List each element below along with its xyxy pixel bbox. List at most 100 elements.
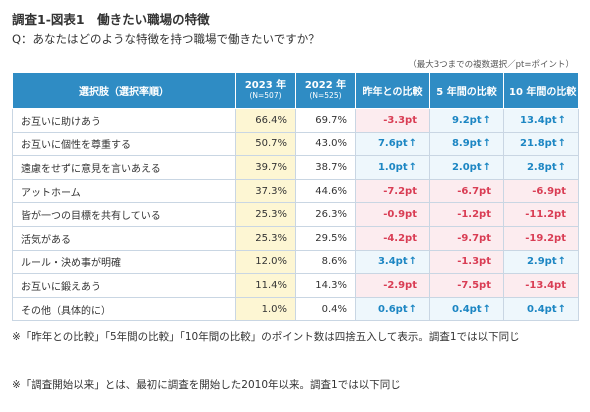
compare-ten-value: 13.4pt — [519, 114, 557, 126]
compare-ten-value: -19.2pt — [525, 232, 566, 244]
compare-yoy: 3.4pt↑ — [355, 249, 430, 275]
value-2023: 25.3% — [235, 225, 296, 251]
value-2022-value: 14.3% — [315, 279, 347, 291]
choice-label: 活気がある — [12, 225, 236, 251]
value-2023: 11.4% — [235, 273, 296, 298]
compare-five-value: -9.7pt — [457, 232, 491, 244]
compare-five: -9.7pt — [429, 225, 504, 251]
up-arrow-icon: ↑ — [482, 303, 491, 315]
compare-yoy: -7.2pt — [355, 178, 430, 204]
choice-label-value: 活気がある — [21, 234, 71, 246]
survey-question: Q：あなたはどのような特徴を持つ職場で働きたいですか？ — [12, 32, 320, 46]
compare-ten-value: -6.9pt — [532, 185, 566, 197]
compare-yoy: -2.9pt — [355, 273, 430, 298]
header-2022: 2022 年 (N=525) — [295, 72, 356, 109]
compare-five-value: 2.0pt — [451, 161, 482, 173]
up-arrow-icon: ↑ — [408, 303, 417, 315]
compare-five: 9.2pt↑ — [429, 108, 504, 133]
value-2023-value: 25.3% — [255, 209, 287, 221]
compare-five: 2.0pt↑ — [429, 155, 504, 180]
value-2023: 37.3% — [235, 178, 296, 204]
table-row: お互いに個性を尊重する 50.7% 43.0% 7.6pt↑ 8.9pt↑ 21.8pt↑ — [12, 131, 579, 157]
up-arrow-icon: ↑ — [557, 161, 566, 173]
compare-yoy-value: 0.6pt — [377, 303, 408, 315]
up-arrow-icon: ↑ — [482, 138, 491, 150]
value-2022: 44.6% — [295, 178, 356, 204]
header-yoy: 昨年との比較 — [355, 72, 430, 109]
value-2023: 66.4% — [235, 108, 296, 133]
compare-five-value: 9.2pt — [451, 114, 482, 126]
choice-label: 皆が一つの目標を共有している — [12, 202, 236, 227]
value-2022: 69.7% — [295, 108, 356, 133]
compare-five-value: -1.3pt — [457, 256, 491, 268]
selection-note: （最大3つまでの複数選択／pt=ポイント） — [408, 60, 574, 70]
compare-ten-value: 21.8pt — [519, 138, 557, 150]
table-row: お互いに鍛えあう 11.4% 14.3% -2.9pt -7.5pt -13.4pt — [12, 273, 579, 298]
compare-ten: 21.8pt↑ — [503, 131, 579, 157]
up-arrow-icon: ↑ — [557, 138, 566, 150]
value-2023-value: 39.7% — [255, 161, 287, 173]
compare-yoy-value: -3.3pt — [383, 114, 417, 126]
compare-five-value: 0.4pt — [451, 303, 482, 315]
value-2023-value: 11.4% — [255, 279, 287, 291]
compare-ten: 0.4pt↑ — [503, 296, 579, 322]
compare-five: -7.5pt — [429, 273, 504, 298]
compare-ten-value: 2.9pt — [526, 256, 557, 268]
value-2023: 39.7% — [235, 155, 296, 180]
value-2023: 25.3% — [235, 202, 296, 227]
value-2023: 50.7% — [235, 131, 296, 157]
value-2023-value: 25.3% — [255, 232, 287, 244]
table-header-row: 選択肢（選択率順） 2023 年 (N=507) 2022 年 (N=525) 昨年… — [12, 72, 579, 109]
value-2022-value: 38.7% — [315, 161, 347, 173]
choice-label: お互いに個性を尊重する — [12, 131, 236, 157]
up-arrow-icon: ↑ — [408, 161, 417, 173]
compare-five: 0.4pt↑ — [429, 296, 504, 322]
value-2023-value: 1.0% — [261, 303, 287, 315]
compare-ten: 2.8pt↑ — [503, 155, 579, 180]
compare-ten-value: -11.2pt — [525, 209, 566, 221]
compare-yoy: 0.6pt↑ — [355, 296, 430, 322]
compare-yoy: -3.3pt — [355, 108, 430, 133]
compare-yoy: 7.6pt↑ — [355, 131, 430, 157]
compare-ten: 13.4pt↑ — [503, 108, 579, 133]
choice-label-value: 遠慮をせずに意見を言いあえる — [21, 163, 161, 175]
choice-label: その他（具体的に） — [12, 296, 236, 322]
compare-yoy-value: 3.4pt — [377, 256, 408, 268]
table-row: 皆が一つの目標を共有している 25.3% 26.3% -0.9pt -1.2pt -11.… — [12, 202, 579, 227]
page-title: 調査1-図表1 働きたい職場の特徴 — [12, 12, 210, 27]
table-row: 活気がある 25.3% 29.5% -4.2pt -9.7pt -19.2pt — [12, 225, 579, 251]
compare-five: -1.3pt — [429, 249, 504, 275]
compare-ten-value: 0.4pt — [526, 303, 557, 315]
compare-yoy-value: 7.6pt — [377, 138, 408, 150]
choice-label-value: アットホーム — [21, 187, 81, 199]
value-2023: 12.0% — [235, 249, 296, 275]
value-2022: 14.3% — [295, 273, 356, 298]
table-row: 遠慮をせずに意見を言いあえる 39.7% 38.7% 1.0pt↑ 2.0pt↑ 2.8p… — [12, 155, 579, 180]
choice-label-value: ルール・決め事が明確 — [21, 258, 121, 270]
compare-five: 8.9pt↑ — [429, 131, 504, 157]
compare-ten: -19.2pt — [503, 225, 579, 251]
compare-yoy: -0.9pt — [355, 202, 430, 227]
value-2022-value: 0.4% — [321, 303, 347, 315]
choice-label: お互いに助けあう — [12, 108, 236, 133]
value-2023-value: 37.3% — [255, 185, 287, 197]
compare-yoy: 1.0pt↑ — [355, 155, 430, 180]
header-choice: 選択肢（選択率順） — [12, 72, 236, 109]
value-2023-value: 50.7% — [255, 138, 287, 150]
choice-label-value: お互いに鍛えあう — [21, 281, 101, 293]
value-2023-value: 66.4% — [255, 114, 287, 126]
footnote-survey-start: ※「調査開始以来」とは、最初に調査を開始した2010年以来。調査1では以下同じ — [12, 379, 401, 391]
compare-five-value: -1.2pt — [457, 209, 491, 221]
footnote-rounding: ※「昨年との比較」「5年間の比較」「10年間の比較」のポイント数は四捨五入して表… — [12, 331, 520, 343]
value-2022-value: 69.7% — [315, 114, 347, 126]
choice-label-value: その他（具体的に） — [21, 305, 111, 317]
up-arrow-icon: ↑ — [482, 161, 491, 173]
header-2023: 2023 年 (N=507) — [235, 72, 296, 109]
choice-label-value: 皆が一つの目標を共有している — [21, 211, 161, 223]
header-ten-year: 10 年間の比較 — [503, 72, 579, 109]
value-2023-value: 12.0% — [255, 256, 287, 268]
up-arrow-icon: ↑ — [557, 114, 566, 126]
up-arrow-icon: ↑ — [408, 138, 417, 150]
compare-ten: -13.4pt — [503, 273, 579, 298]
value-2022-value: 29.5% — [315, 232, 347, 244]
